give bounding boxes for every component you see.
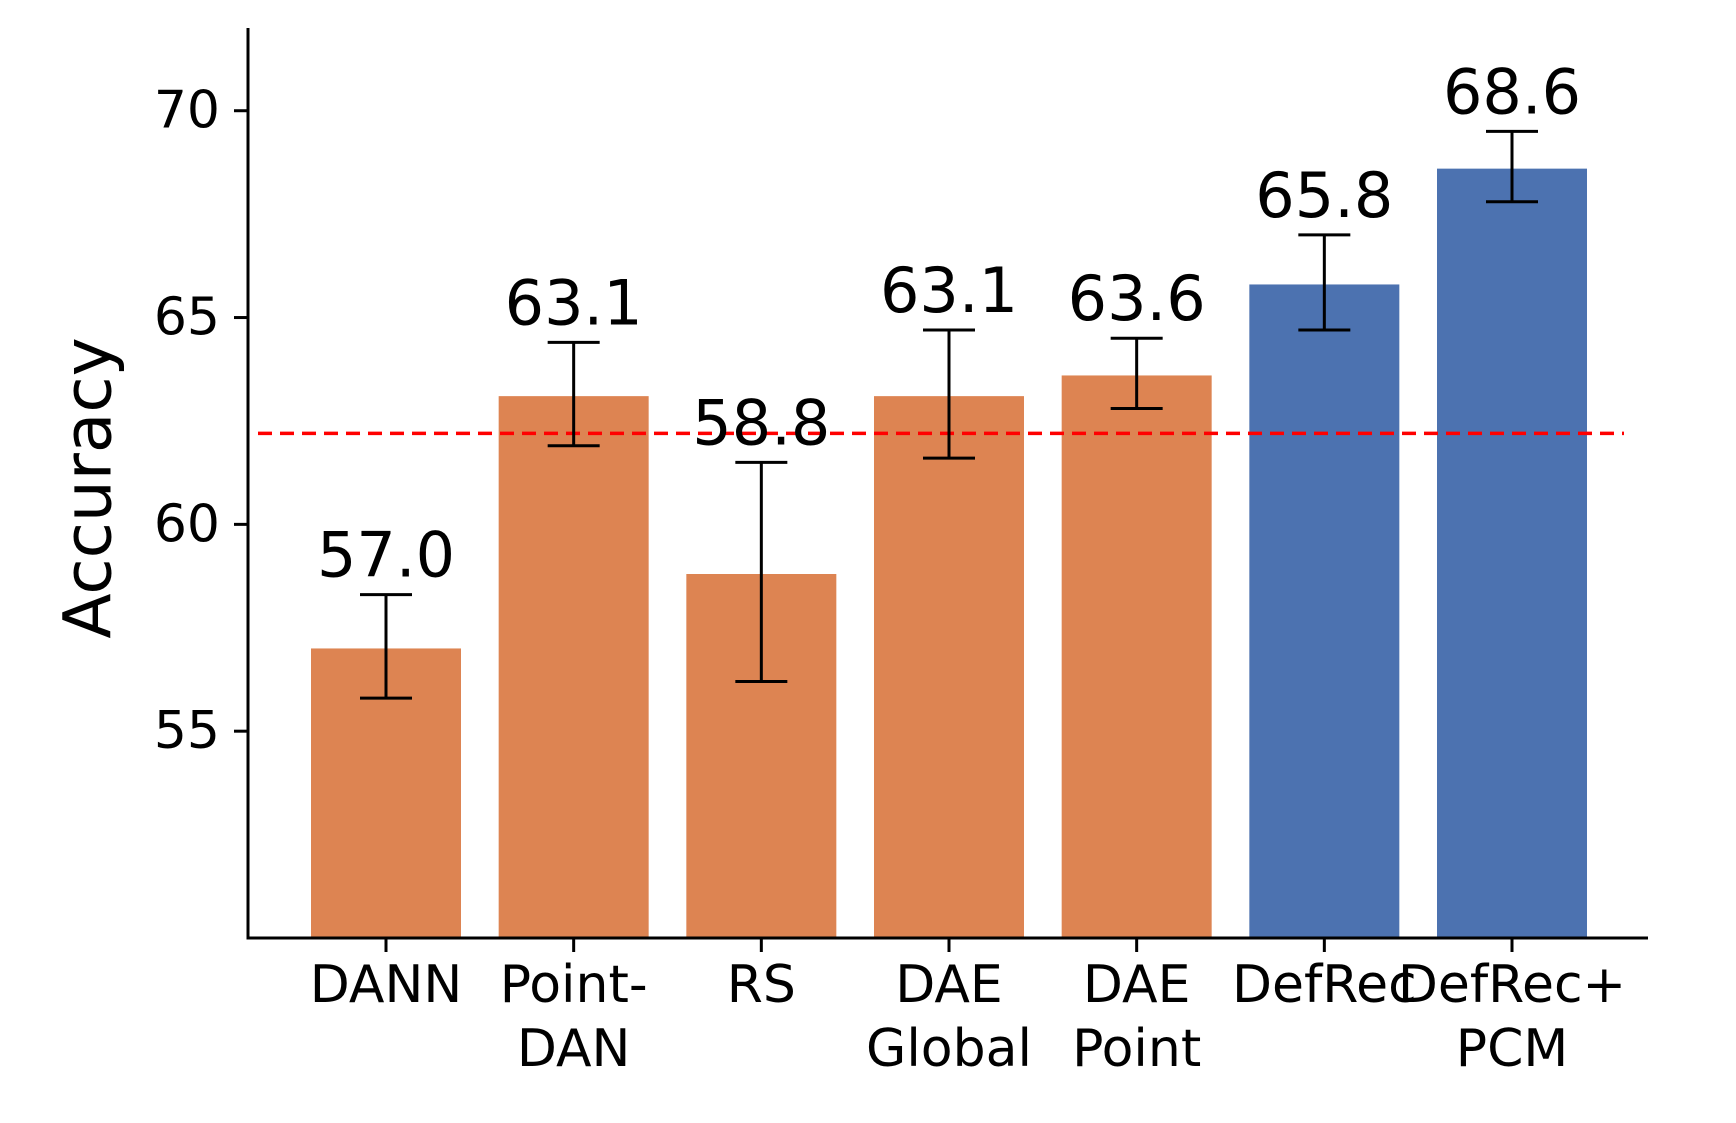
bar-7 <box>1437 168 1587 939</box>
bar-2 <box>498 396 649 938</box>
error-bar-2 <box>547 340 600 448</box>
value-label-2: 63.1 <box>505 266 643 339</box>
category-label-4: DAE Global <box>866 955 1032 1079</box>
category-label-6: DefRec <box>1232 955 1417 1015</box>
value-label-4: 63.1 <box>880 254 1018 327</box>
value-label-6: 65.8 <box>1255 159 1393 232</box>
y-tick-label-4: 70 <box>154 81 220 141</box>
category-label-5: DAE Point <box>1072 955 1201 1079</box>
error-bar-1 <box>360 593 412 700</box>
category-label-2: Point-DAN <box>500 955 648 1079</box>
category-label-7: DefRec+ PCM <box>1398 955 1626 1079</box>
error-bar-5 <box>1110 336 1163 411</box>
value-label-1: 57.0 <box>317 519 455 592</box>
value-labels-layer: 57.0 63.1 58.8 63.1 63.6 65.8 68.6 <box>317 55 1581 591</box>
category-label-3: RS <box>727 955 796 1015</box>
error-bars-layer <box>360 129 1538 700</box>
y-tick-label-2: 60 <box>154 494 220 554</box>
axes-layer: DANN Point-DAN RS DAE Global DAE Point DefRecDe… <box>154 28 1648 1079</box>
category-label-1: DANN <box>310 955 463 1015</box>
error-bar-6 <box>1298 233 1351 332</box>
y-axis-title: Accuracy <box>50 337 127 638</box>
error-bar-4 <box>923 328 975 460</box>
bar-5 <box>1061 375 1212 938</box>
error-bar-7 <box>1486 129 1538 204</box>
value-label-5: 63.6 <box>1068 262 1206 335</box>
error-bar-3 <box>735 460 788 684</box>
y-tick-label-1: 55 <box>154 701 220 761</box>
bar-6 <box>1249 284 1400 938</box>
bar-4 <box>874 396 1024 938</box>
value-label-3: 58.8 <box>692 386 830 459</box>
bars-layer <box>311 168 1587 939</box>
y-tick-label-3: 65 <box>154 288 220 348</box>
value-label-7: 68.6 <box>1443 55 1581 128</box>
